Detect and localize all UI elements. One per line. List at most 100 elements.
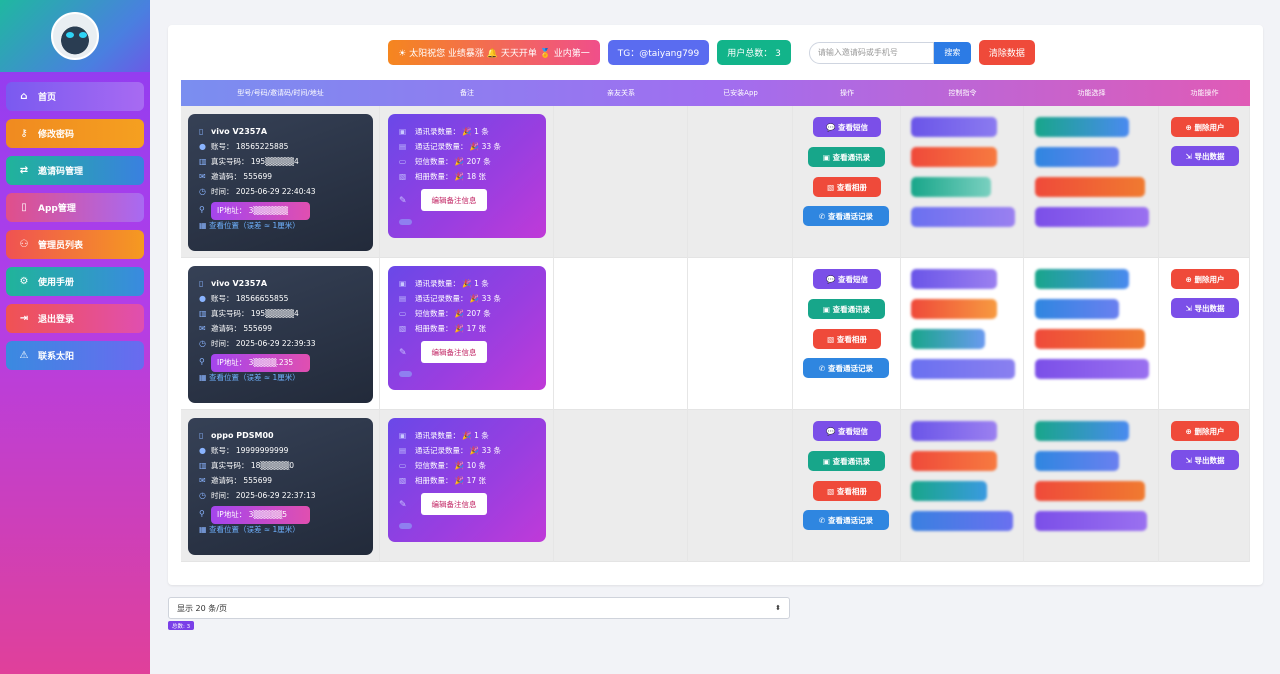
sidebar-item-4[interactable]: ⚇ 管理员列表: [6, 230, 144, 259]
control-command-button[interactable]: [911, 299, 997, 319]
device-model: vivo V2357A: [211, 127, 268, 136]
note-card: ▣ 通讯录数量： 🎉 1 条 ▤ 通话记录数量： 🎉 33 条 ▭ 短信数量： 🎉 10 …: [388, 418, 546, 542]
export-data-button[interactable]: ⇲ 导出数据: [1171, 146, 1239, 166]
table-cell: [380, 258, 554, 410]
export-data-button[interactable]: ⇲ 导出数据: [1171, 450, 1239, 470]
table-cell: [901, 106, 1024, 258]
total-count-badge: 总数: 3: [168, 621, 195, 630]
control-command-button[interactable]: [911, 511, 1013, 531]
image-icon: ▧: [399, 476, 407, 485]
ip-address-badge[interactable]: IP地址： 3▒▒▒▒.235: [211, 353, 310, 372]
edit-note-button[interactable]: 编辑备注信息: [421, 341, 487, 363]
view-calls-button[interactable]: ✆ 查看通话记录: [803, 358, 889, 378]
view-calls-button[interactable]: ✆ 查看通话记录: [803, 510, 889, 530]
page-size-select[interactable]: 显示 20 条/页 ⬍: [168, 597, 790, 619]
control-command-button[interactable]: [911, 421, 997, 441]
ip-address-badge[interactable]: IP地址： 3▒▒▒▒▒▒: [211, 201, 310, 220]
note-toggle[interactable]: [399, 371, 412, 377]
sms-count: 短信数量： 🎉 207 条: [415, 309, 491, 318]
sidebar-item-5[interactable]: ⚙ 使用手册: [6, 267, 144, 296]
sidebar-item-2[interactable]: ⇄ 邀请码管理: [6, 156, 144, 185]
function-select-button[interactable]: [1035, 207, 1149, 227]
comments-icon: ▭: [399, 461, 407, 470]
function-select-button[interactable]: [1035, 329, 1145, 349]
view-contacts-button[interactable]: ▣ 查看通讯录: [808, 451, 885, 471]
control-command-button[interactable]: [911, 451, 997, 471]
function-select-button[interactable]: [1035, 269, 1129, 289]
view-location-link[interactable]: 查看位置（误差 ≈ 1厘米）: [208, 525, 300, 534]
contacts-count: 通讯录数量： 🎉 1 条: [415, 431, 489, 440]
control-command-button[interactable]: [911, 359, 1015, 379]
export-data-button[interactable]: ⇲ 导出数据: [1171, 298, 1239, 318]
sidebar-item-1[interactable]: ⚷ 修改密码: [6, 119, 144, 148]
column-header: 型号/号码/邀请码/时间/地址: [237, 89, 324, 97]
operation-buttons: 💬 查看短信 ▣ 查看通讯录 ▧ 查看相册 ✆ 查看通话记录: [793, 258, 901, 410]
delete-user-button[interactable]: ⊕ 删除用户: [1171, 269, 1239, 289]
control-command-button[interactable]: [911, 329, 985, 349]
column-header: 亲友关系: [607, 89, 635, 97]
view-sms-button[interactable]: 💬 查看短信: [813, 117, 881, 137]
sidebar-item-0[interactable]: ⌂ 首页: [6, 82, 144, 111]
avatar[interactable]: [51, 12, 99, 60]
envelope-icon: ✉: [199, 476, 206, 485]
calls-count: 通话记录数量： 🎉 33 条: [415, 294, 502, 303]
clear-data-button[interactable]: 清除数据: [978, 40, 1035, 65]
function-select-button[interactable]: [1035, 451, 1119, 471]
note-toggle[interactable]: [399, 219, 412, 225]
control-command-button[interactable]: [911, 207, 1015, 227]
device-card: ▯ oppo PDSM00 ● 账号： 19999999999 ▥ 真实号码： 18▒▒▒…: [188, 418, 373, 555]
contacts-count: 通讯录数量： 🎉 1 条: [415, 279, 489, 288]
table-cell: [688, 410, 793, 562]
ip-address-badge[interactable]: IP地址： 3▒▒▒▒▒5: [211, 505, 310, 524]
view-contacts-button[interactable]: ▣ 查看通讯录: [808, 299, 885, 319]
sidebar-item-label: 邀请码管理: [38, 167, 84, 177]
function-select-button[interactable]: [1035, 117, 1129, 137]
view-album-button[interactable]: ▧ 查看相册: [813, 177, 881, 197]
table-row: ▯ vivo V2357A ● 账号： 18566655855 ▥ 真实号码： 195▒▒…: [181, 258, 1250, 410]
delete-user-button[interactable]: ⊕ 删除用户: [1171, 421, 1239, 441]
calls-count: 通话记录数量： 🎉 33 条: [415, 142, 502, 151]
control-command-button[interactable]: [911, 269, 997, 289]
function-select-button[interactable]: [1035, 511, 1147, 531]
real-number: 真实号码： 195▒▒▒▒▒4: [211, 157, 299, 166]
sidebar-item-6[interactable]: ⇥ 退出登录: [6, 304, 144, 333]
table-cell: [793, 258, 901, 410]
city-icon: ▦: [199, 525, 207, 534]
control-command-button[interactable]: [911, 147, 997, 167]
delete-user-button[interactable]: ⊕ 删除用户: [1171, 117, 1239, 137]
address-book-icon: ▣: [399, 279, 407, 288]
function-select-button[interactable]: [1035, 147, 1119, 167]
address-book-icon: ▣: [399, 431, 407, 440]
device-model: oppo PDSM00: [211, 431, 274, 440]
edit-note-button[interactable]: 编辑备注信息: [421, 493, 487, 515]
sidebar-item-7[interactable]: ⚠ 联系太阳: [6, 341, 144, 370]
tg-badge[interactable]: TG：@taiyang799: [607, 40, 710, 65]
sidebar-item-3[interactable]: ▯ App管理: [6, 193, 144, 222]
function-select-button[interactable]: [1035, 421, 1129, 441]
control-command-button[interactable]: [911, 177, 991, 197]
view-location-link[interactable]: 查看位置（误差 ≈ 1厘米）: [208, 221, 300, 230]
real-number: 真实号码： 195▒▒▒▒▒4: [211, 309, 299, 318]
real-number: 真实号码： 18▒▒▒▒▒0: [211, 461, 295, 470]
view-album-button[interactable]: ▧ 查看相册: [813, 329, 881, 349]
function-select-button[interactable]: [1035, 177, 1145, 197]
sidebar-item-label: App管理: [38, 204, 76, 214]
search-button[interactable]: 搜索: [933, 41, 971, 64]
note-toggle[interactable]: [399, 523, 412, 529]
function-select-button[interactable]: [1035, 481, 1145, 501]
search-input[interactable]: 请输入邀请码或手机号: [808, 41, 934, 64]
column-header: 功能操作: [1190, 89, 1219, 97]
edit-note-button[interactable]: 编辑备注信息: [421, 189, 487, 211]
sidebar-item-label: 首页: [38, 93, 57, 103]
control-command-button[interactable]: [911, 481, 987, 501]
view-sms-button[interactable]: 💬 查看短信: [813, 421, 881, 441]
view-location-link[interactable]: 查看位置（误差 ≈ 1厘米）: [208, 373, 300, 382]
view-sms-button[interactable]: 💬 查看短信: [813, 269, 881, 289]
control-command-button[interactable]: [911, 117, 997, 137]
view-album-button[interactable]: ▧ 查看相册: [813, 481, 881, 501]
view-calls-button[interactable]: ✆ 查看通话记录: [803, 206, 889, 226]
view-contacts-button[interactable]: ▣ 查看通讯录: [808, 147, 885, 167]
function-select-button[interactable]: [1035, 359, 1149, 379]
pencil-icon: ✎: [399, 500, 407, 510]
function-select-button[interactable]: [1035, 299, 1119, 319]
